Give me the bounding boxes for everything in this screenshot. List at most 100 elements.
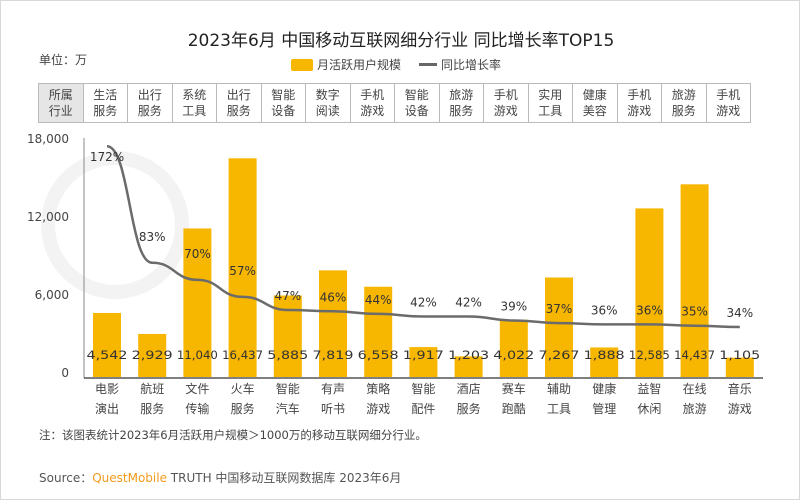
cell-line: 阅读 [315,104,340,118]
bar-value-label: 1,105 [719,348,760,362]
x-tick-label: 游戏 [728,402,752,416]
unit-label: 单位：万 [39,53,88,67]
growth-label: 70% [184,247,211,261]
cell-line: 旅游 [449,88,474,102]
bar [93,312,121,377]
cell-line: 所属 [48,88,73,102]
bar [545,277,573,377]
cell-line: 智能 [404,88,429,102]
industry-cell: 旅游 服务 [661,83,707,123]
bar-value-label: 16,437 [222,348,263,362]
legend-bar-label: 月活跃用户规模 [317,58,402,72]
growth-label: 35% [681,305,708,319]
bar-value-label: 4,022 [493,348,534,362]
cell-line: 工具 [538,104,563,118]
x-tick-label: 益智 [637,381,661,396]
growth-label: 36% [636,303,663,317]
bar-value-label: 4,542 [87,348,128,362]
cell-line: 设备 [404,104,429,118]
x-tick-label: 音乐 [728,381,752,396]
cell-line: 行业 [48,104,73,118]
x-tick-label: 游戏 [366,402,390,416]
x-tick-label: 健康 [592,381,616,396]
x-tick-label: 酒店 [457,382,481,396]
cell-line: 服务 [449,104,474,118]
x-tick-label: 火车 [231,381,255,396]
x-tick-label: 策略 [366,381,390,396]
bar-value-label: 11,040 [177,348,218,362]
source-brand: QuestMobile [92,471,167,485]
y-tick-label: 0 [61,366,69,380]
cell-line: 出行 [226,88,251,102]
growth-label: 44% [365,293,392,307]
industry-cell: 健康 美容 [572,83,618,123]
cell-line: 实用 [538,88,563,102]
cell-line: 服务 [671,104,696,118]
cell-line: 手机 [627,88,652,102]
bar-value-label: 5,885 [267,348,308,362]
bar-value-label: 1,888 [584,348,625,362]
bar-value-label: 14,437 [674,348,715,362]
bar [319,270,347,377]
bar [725,357,754,377]
source: Source：QuestMobile TRUTH 中国移动互联网数据库 2023… [39,469,401,486]
cell-line: 手机 [360,88,385,102]
x-tick-label: 汽车 [276,401,300,416]
x-tick-label: 配件 [411,402,435,416]
x-tick-label: 在线 [683,382,707,396]
bar-value-label: 7,819 [313,348,354,362]
legend: 月活跃用户规模 同比增长率 [291,56,501,73]
cell-line: 生活 [93,88,118,102]
bar-value-label: 1,203 [448,348,489,362]
growth-label: 34% [726,306,753,320]
x-tick-label: 有声 [321,382,345,396]
x-tick-label: 文件 [185,381,209,396]
x-tick-label: 工具 [547,402,571,416]
industry-cell: 智能 设备 [260,83,306,123]
industry-cell: 生活 服务 [82,83,128,123]
industry-cell: 手机 游戏 [616,83,662,123]
growth-line [106,144,740,329]
bar-value-label: 12,585 [629,348,670,362]
growth-label: 42% [455,296,482,310]
growth-label: 36% [591,303,618,317]
x-tick-label: 智能 [411,381,435,396]
bar-value-label: 7,267 [539,348,580,362]
cell-line: 智能 [271,88,296,102]
industry-cell: 旅游 服务 [438,83,484,123]
cell-line: 数字 [315,88,340,102]
growth-label: 57% [229,264,256,278]
x-tick-label: 航班 [140,381,164,396]
bar [590,347,619,377]
x-tick-label: 辅助 [547,382,571,396]
industry-cell: 手机 游戏 [705,83,751,123]
cell-line: 手机 [493,88,518,102]
cell-line: 美容 [582,104,607,118]
cell-line: 工具 [182,104,207,118]
cell-line: 游戏 [360,104,385,118]
cell-line: 服务 [137,104,162,118]
cell-line: 出行 [137,88,162,102]
x-tick-label: 跑酷 [502,402,526,416]
bar [183,228,212,377]
x-tick-label: 电影 [95,382,119,396]
bar [409,347,438,377]
source-rest: TRUTH 中国移动互联网数据库 2023年6月 [166,471,402,485]
growth-label: 172% [90,150,124,164]
x-tick-label: 传输 [185,401,209,416]
x-tick-label: 旅游 [683,402,707,416]
industry-cell: 出行 服务 [127,83,173,123]
cell-line: 设备 [271,104,296,118]
bar-value-label: 1,917 [403,348,444,362]
industry-cell: 手机 游戏 [483,83,529,123]
x-tick-label: 赛车 [502,381,526,396]
x-tick-label: 服务 [140,401,164,416]
y-tick-label: 18,000 [27,132,69,146]
cell-line: 旅游 [671,88,696,102]
bar [680,184,709,377]
cell-line: 服务 [226,104,251,118]
legend-line-label: 同比增长率 [441,58,502,72]
legend-line-swatch [419,63,438,66]
growth-label: 39% [500,299,527,313]
